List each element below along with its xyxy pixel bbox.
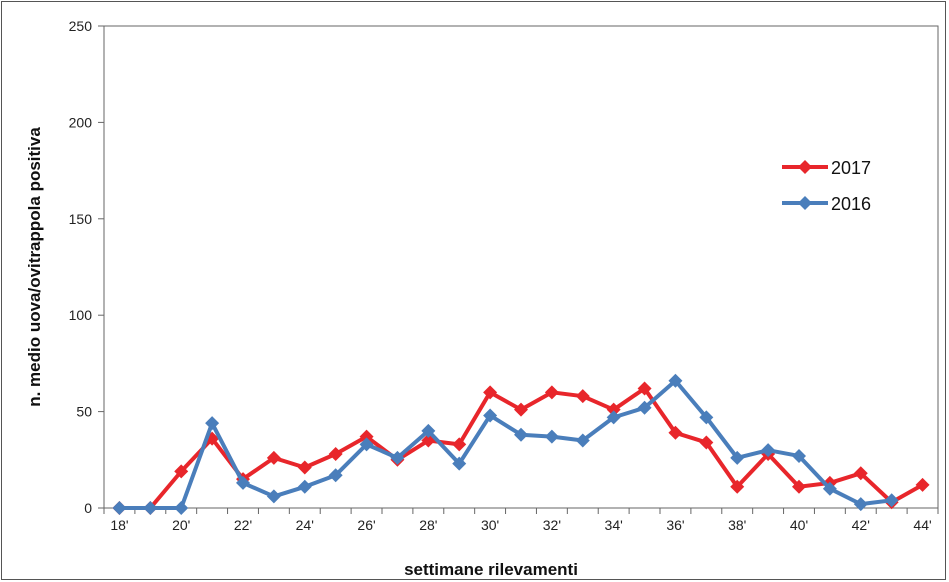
data-point-2017 bbox=[359, 429, 374, 444]
data-point-2016 bbox=[483, 408, 498, 423]
x-tick-label: 22' bbox=[234, 517, 252, 533]
data-point-2017 bbox=[606, 402, 621, 417]
data-point-2017 bbox=[174, 464, 189, 479]
x-tick-label: 38' bbox=[728, 517, 746, 533]
data-point-2016 bbox=[822, 481, 837, 496]
data-point-2016 bbox=[421, 423, 436, 438]
legend-label: 2017 bbox=[831, 158, 871, 178]
series-2016 bbox=[112, 373, 899, 515]
data-point-2016 bbox=[143, 501, 158, 515]
x-tick-label: 34' bbox=[605, 517, 623, 533]
x-tick-label: 20' bbox=[172, 517, 190, 533]
data-point-2017 bbox=[575, 389, 590, 404]
x-tick-label: 36' bbox=[666, 517, 684, 533]
x-axis-title: settimane rilevamenti bbox=[404, 560, 578, 579]
data-point-2017 bbox=[853, 466, 868, 481]
legend-item-2016: 2016 bbox=[782, 194, 871, 214]
y-tick-label: 50 bbox=[76, 404, 92, 420]
data-point-2016 bbox=[112, 501, 127, 515]
data-point-2016 bbox=[297, 479, 312, 494]
plot-border bbox=[103, 25, 939, 509]
data-point-2017 bbox=[544, 385, 559, 400]
data-point-2016 bbox=[328, 468, 343, 483]
series-layer bbox=[112, 373, 930, 515]
data-point-2016 bbox=[668, 373, 683, 388]
y-axis-title: n. medio uova/ovitrappola positiva bbox=[25, 127, 44, 407]
data-point-2017 bbox=[730, 479, 745, 494]
data-point-2016 bbox=[359, 437, 374, 452]
data-point-2016 bbox=[792, 448, 806, 463]
y-tick-label: 0 bbox=[84, 500, 92, 516]
y-tick-label: 250 bbox=[69, 18, 93, 34]
data-point-2017 bbox=[483, 385, 498, 400]
x-tick-label: 44' bbox=[913, 517, 931, 533]
legend-label: 2016 bbox=[831, 194, 871, 214]
data-point-2017 bbox=[668, 425, 683, 440]
data-point-2016 bbox=[452, 456, 467, 471]
data-point-2017 bbox=[915, 477, 930, 492]
legend-marker bbox=[798, 160, 812, 174]
data-point-2016 bbox=[606, 410, 621, 425]
data-point-2016 bbox=[514, 427, 528, 442]
data-point-2016 bbox=[637, 400, 652, 415]
legend-marker bbox=[798, 196, 812, 210]
data-point-2017 bbox=[514, 402, 528, 417]
y-axis-ticks: 0 50 100 150 200 250 bbox=[69, 18, 104, 516]
data-point-2017 bbox=[699, 435, 714, 450]
data-point-2016 bbox=[699, 410, 714, 425]
x-tick-label: 28' bbox=[419, 517, 437, 533]
y-tick-label: 100 bbox=[69, 307, 93, 323]
data-point-2017 bbox=[328, 447, 343, 462]
legend-item-2017: 2017 bbox=[782, 158, 871, 178]
x-tick-label: 32' bbox=[543, 517, 561, 533]
data-point-2017 bbox=[266, 450, 281, 465]
x-tick-label: 24' bbox=[296, 517, 314, 533]
data-point-2016 bbox=[205, 416, 220, 431]
x-tick-label: 18' bbox=[110, 517, 128, 533]
y-tick-label: 200 bbox=[69, 114, 93, 130]
x-tick-label: 30' bbox=[481, 517, 499, 533]
y-tick-label: 150 bbox=[69, 211, 93, 227]
x-tick-label: 42' bbox=[852, 517, 870, 533]
data-point-2017 bbox=[637, 381, 652, 396]
data-point-2016 bbox=[174, 501, 189, 515]
data-point-2017 bbox=[297, 460, 312, 475]
plot-area bbox=[103, 25, 939, 509]
x-axis-ticks: 18' 20' 22' 24' 26' 28' 30' 32' 34' 36' 38' 40' 42' 4… bbox=[103, 508, 939, 533]
x-tick-label: 26' bbox=[357, 517, 375, 533]
data-point-2016 bbox=[390, 450, 405, 465]
data-point-2016 bbox=[730, 450, 745, 465]
data-point-2016 bbox=[761, 443, 776, 458]
data-point-2017 bbox=[792, 479, 806, 494]
data-point-2016 bbox=[266, 489, 281, 504]
data-point-2016 bbox=[575, 433, 590, 448]
x-tick-label: 40' bbox=[790, 517, 808, 533]
data-point-2016 bbox=[236, 475, 250, 490]
data-point-2016 bbox=[884, 493, 899, 508]
legend: 2017 2016 bbox=[782, 158, 871, 214]
data-point-2016 bbox=[853, 497, 868, 512]
data-point-2017 bbox=[452, 437, 467, 452]
data-point-2016 bbox=[544, 429, 559, 444]
